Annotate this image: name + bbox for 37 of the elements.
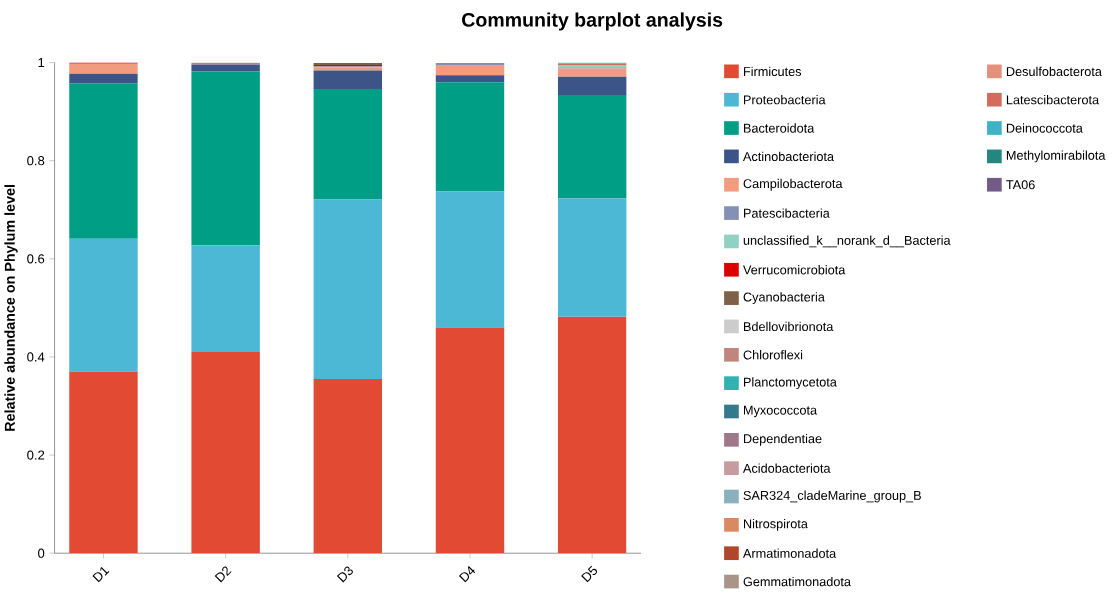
legend-label: Campilobacterota [743, 178, 843, 191]
y-tick-label: 0.2 [27, 450, 45, 460]
legend-label: Gemmatimonadota [743, 576, 851, 587]
legend-label: Bacteroidota [743, 123, 815, 133]
legend-label: Desulfobacterota [1006, 66, 1102, 76]
y-tick-label: 0.6 [27, 254, 45, 264]
legend-label: Bdellovibrionota [743, 321, 834, 332]
x-tick-label: D2 [214, 566, 232, 583]
y-tick-label: 0.8 [27, 156, 45, 166]
y-tick-label: 0.4 [27, 352, 45, 362]
legend-label: Proteobacteria [743, 94, 826, 105]
y-axis-title: Relative abundance on Phylum level [4, 184, 18, 431]
y-tick-label: 0 [38, 548, 45, 558]
x-tick-label: D1 [92, 566, 110, 583]
legend-label: Firmicutes [743, 66, 802, 76]
legend-label: unclassified_k__norank_d__Bacteria [743, 235, 951, 248]
legend-label: Nitrospirota [743, 518, 808, 531]
legend-label: Chloroflexi [743, 350, 803, 360]
legend-label: Myxococcota [743, 405, 818, 418]
legend-label: Actinobacteriota [742, 151, 835, 161]
legend-label: Dependentiae [743, 433, 822, 446]
legend-label: Verrucomicrobiota [743, 265, 846, 275]
legend-label: Planctomycetota [743, 377, 837, 389]
legend-label: Patescibacteria [743, 208, 830, 218]
y-tick-label: 1 [38, 57, 45, 67]
legend-label: Cyanobacteria [743, 292, 825, 304]
legend-label: Methylomirabilota [1006, 150, 1106, 163]
x-tick-label: D3 [336, 566, 353, 583]
x-tick-label: D5 [581, 565, 598, 583]
legend-label: TA06 [1006, 180, 1035, 190]
legend-label: Deinococcota [1006, 123, 1083, 133]
legend-label: Armatimonadota [742, 548, 837, 558]
chart-title: Community barplot analysis [462, 12, 723, 31]
x-tick-label: D4 [458, 566, 476, 583]
legend-label: Acidobacteriota [742, 463, 831, 473]
legend-label: Latescibacterota [1006, 94, 1100, 105]
legend-label: SAR324_cladeMarine_group_B [743, 490, 921, 503]
